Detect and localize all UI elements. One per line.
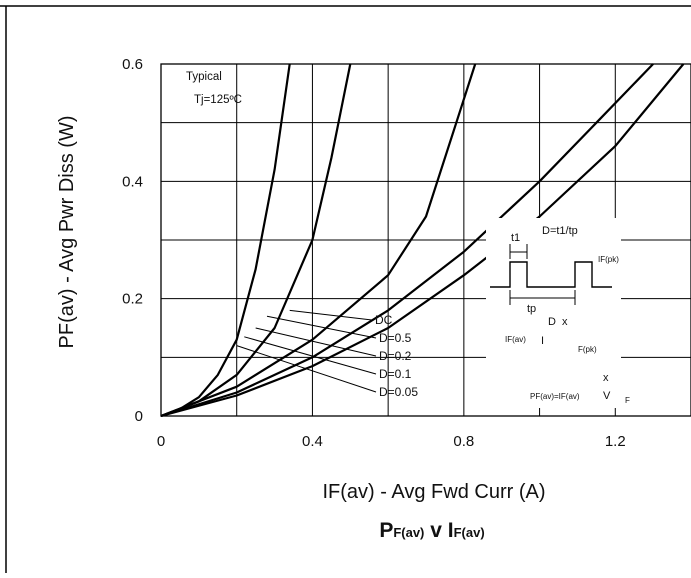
series-line — [160, 63, 685, 418]
inset-tp-label: tp — [527, 303, 536, 315]
legend-label: D=0.05 — [379, 385, 418, 399]
title-p: P — [379, 519, 393, 542]
inset-bar-label: I — [541, 335, 544, 347]
legend-labels: DC D=0.5 D=0.2 D=0.1 D=0.05 — [375, 313, 418, 399]
x-tick-label: 1.2 — [605, 433, 626, 450]
chart-title: PF(av) v IF(av) — [379, 519, 484, 542]
legend-label: D=0.2 — [379, 349, 412, 363]
inset-f-label: F — [625, 396, 630, 405]
inset-d-label: D — [548, 316, 556, 328]
x-tick-label: 0.4 — [302, 433, 323, 450]
inset-x-label: x — [562, 316, 568, 328]
series-line — [160, 63, 654, 418]
inset-pfav-label: PF(av)=IF(av) — [530, 392, 580, 401]
y-tick-label: 0.4 — [122, 173, 143, 190]
series-group — [160, 63, 685, 418]
legend-leader — [289, 309, 373, 321]
legend-leader — [236, 345, 377, 393]
y-tick-label: 0.2 — [122, 291, 143, 308]
inset-ifpk-label: F(pk) — [578, 345, 597, 354]
inset-duty-label: D=t1/tp — [542, 225, 578, 237]
annotation-temperature: Tj=125ºC — [194, 94, 242, 106]
legend-leader — [244, 336, 377, 375]
inset-t1-label: t1 — [511, 232, 520, 244]
legend-label: D=0.5 — [379, 331, 412, 345]
annotation-typical: Typical — [186, 71, 222, 83]
plot-frame — [160, 63, 691, 417]
legend-leader — [266, 315, 377, 339]
inset-background — [486, 218, 621, 408]
x-tick-label: 0.8 — [453, 433, 474, 450]
x-tick-label: 0 — [157, 433, 165, 450]
legend-leader — [255, 327, 377, 357]
inset-waveform: t1 D=t1/tp IF(pk) tp D x IF(av) I F(pk) … — [486, 218, 630, 408]
inset-pulse-line — [490, 261, 612, 288]
title-sub-ifav: F(av) — [454, 525, 485, 540]
tick-labels: 0 0.4 0.8 1.2 0 0.2 0.4 0.6 — [122, 56, 626, 450]
y-tick-label: 0 — [135, 408, 143, 425]
y-axis-label: PF(av) - Avg Pwr Diss (W) — [56, 116, 78, 349]
inset-x2-label: x — [603, 372, 609, 384]
title-v: v — [430, 519, 442, 542]
series-line — [160, 63, 477, 418]
inset-v-label: V — [603, 390, 611, 402]
legend-leaders — [236, 309, 377, 393]
x-axis-label: IF(av) - Avg Fwd Curr (A) — [323, 481, 546, 503]
title-i: I — [448, 519, 454, 542]
inset-ipk-label: IF(pk) — [598, 255, 619, 264]
inset-ifav-label: IF(av) — [505, 335, 526, 344]
legend-label: D=0.1 — [379, 367, 412, 381]
y-tick-label: 0.6 — [122, 56, 143, 73]
legend-label: DC — [375, 313, 393, 327]
title-sub-pfav: F(av) — [393, 525, 424, 540]
